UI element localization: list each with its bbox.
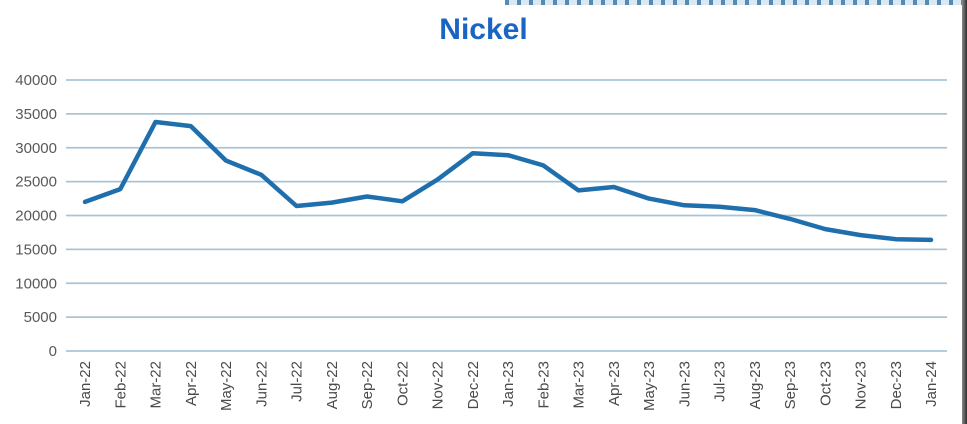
x-axis-tick-label: Dec-22 bbox=[465, 361, 482, 409]
x-axis-tick-label: Nov-23 bbox=[853, 361, 870, 409]
x-axis-tick-label: Nov-22 bbox=[430, 361, 447, 409]
x-axis-tick-label: Jun-22 bbox=[253, 361, 270, 407]
y-axis-tick-label: 5000 bbox=[24, 309, 57, 326]
x-axis-tick-label: Aug-23 bbox=[747, 361, 764, 409]
y-axis-tick-label: 10000 bbox=[15, 275, 57, 292]
x-axis-tick-label: May-22 bbox=[218, 361, 235, 411]
x-axis-tick-label: Sep-23 bbox=[782, 361, 799, 409]
x-axis-tick-label: Mar-22 bbox=[148, 361, 165, 409]
x-axis-tick-label: Jan-23 bbox=[500, 361, 517, 407]
y-axis-tick-label: 20000 bbox=[15, 208, 57, 225]
chart-title: Nickel bbox=[439, 13, 528, 46]
x-axis-tick-label: Dec-23 bbox=[888, 361, 905, 409]
x-axis-tick-label: Jan-22 bbox=[77, 361, 94, 407]
x-axis-tick-label: Jul-22 bbox=[289, 361, 306, 402]
y-axis-tick-label: 0 bbox=[49, 343, 57, 360]
x-axis-tick-label: Sep-22 bbox=[359, 361, 376, 409]
x-axis-tick-label: Aug-22 bbox=[324, 361, 341, 409]
dashed-selection-border bbox=[505, 0, 963, 5]
x-axis-tick-label: Apr-23 bbox=[606, 361, 623, 406]
y-axis-tick-label: 15000 bbox=[15, 241, 57, 258]
x-axis-tick-label: Mar-23 bbox=[571, 361, 588, 409]
x-axis-tick-label: Jul-23 bbox=[712, 361, 729, 402]
x-axis-tick-label: May-23 bbox=[641, 361, 658, 411]
y-axis-tick-label: 30000 bbox=[15, 140, 57, 157]
x-axis-tick-label: Oct-22 bbox=[394, 361, 411, 406]
y-axis-tick-label: 35000 bbox=[15, 106, 57, 123]
x-axis-tick-label: Apr-22 bbox=[183, 361, 200, 406]
x-axis-tick-label: Jan-24 bbox=[923, 361, 940, 407]
screenshot-right-border bbox=[962, 0, 967, 424]
y-axis-tick-label: 40000 bbox=[15, 72, 57, 89]
x-axis-tick-label: Feb-22 bbox=[112, 361, 129, 409]
x-axis-tick-label: Oct-23 bbox=[817, 361, 834, 406]
y-axis-tick-label: 25000 bbox=[15, 174, 57, 191]
x-axis-tick-label: Jun-23 bbox=[676, 361, 693, 407]
x-axis-tick-label: Feb-23 bbox=[535, 361, 552, 409]
nickel-price-line bbox=[82, 119, 934, 243]
